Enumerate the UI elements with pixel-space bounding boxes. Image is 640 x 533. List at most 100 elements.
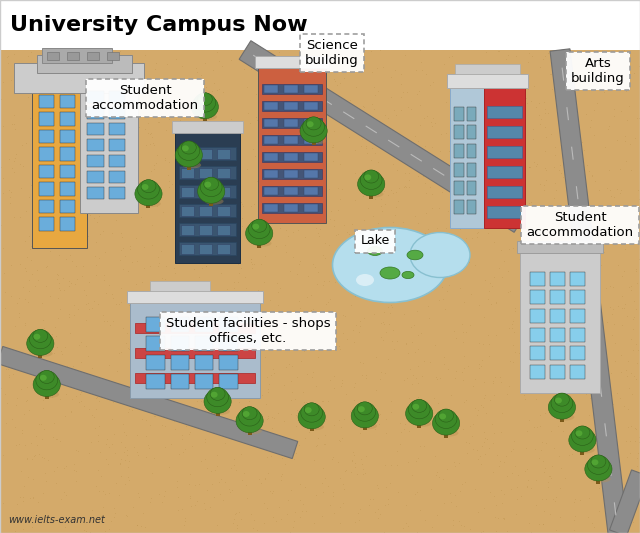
Point <box>539 235 549 243</box>
Point <box>26 455 36 463</box>
Point <box>142 338 152 347</box>
Point <box>499 257 509 265</box>
Bar <box>454 163 464 176</box>
Point <box>270 87 280 95</box>
Point <box>220 322 230 330</box>
Point <box>276 208 286 216</box>
Point <box>321 415 332 424</box>
Point <box>228 461 239 469</box>
Point <box>586 335 596 343</box>
Point <box>309 409 319 418</box>
Point <box>399 310 409 318</box>
Point <box>467 128 477 137</box>
Point <box>583 513 593 521</box>
Point <box>373 483 383 492</box>
Point <box>289 455 300 464</box>
Point <box>461 396 471 405</box>
Point <box>474 191 484 199</box>
Point <box>227 486 237 495</box>
Point <box>483 213 493 222</box>
Point <box>595 314 605 322</box>
Point <box>71 446 81 455</box>
Point <box>180 514 190 522</box>
Point <box>131 289 141 298</box>
Point <box>495 104 505 112</box>
Point <box>556 213 566 221</box>
Point <box>152 201 163 210</box>
Point <box>77 386 87 395</box>
Point <box>568 526 579 533</box>
Point <box>68 301 79 310</box>
Point <box>464 258 474 266</box>
Bar <box>312 137 316 146</box>
Point <box>38 203 48 212</box>
Point <box>269 414 279 423</box>
Point <box>488 439 498 448</box>
Point <box>116 348 126 357</box>
Point <box>18 492 28 501</box>
Point <box>60 343 70 351</box>
Point <box>538 245 548 253</box>
Point <box>201 408 211 416</box>
Bar <box>39 148 54 160</box>
Point <box>358 216 369 225</box>
Point <box>61 255 71 263</box>
Point <box>479 393 489 402</box>
Point <box>556 312 566 320</box>
Point <box>104 489 115 497</box>
Point <box>634 433 640 441</box>
Bar <box>39 130 54 143</box>
Point <box>196 71 206 79</box>
Point <box>35 138 45 146</box>
Point <box>406 322 416 331</box>
Point <box>474 364 484 373</box>
Point <box>190 192 200 201</box>
Point <box>257 260 267 268</box>
Bar <box>258 68 326 223</box>
Point <box>479 428 490 437</box>
Ellipse shape <box>138 180 159 199</box>
Point <box>472 410 482 419</box>
Point <box>18 525 28 533</box>
Point <box>285 395 296 404</box>
Point <box>471 116 481 125</box>
Point <box>415 442 425 450</box>
Point <box>375 510 385 518</box>
Point <box>493 212 504 221</box>
Point <box>203 191 213 199</box>
Point <box>509 106 519 115</box>
Point <box>311 325 321 333</box>
Point <box>28 101 38 109</box>
Point <box>83 149 93 157</box>
Point <box>586 115 596 124</box>
Bar <box>570 290 585 304</box>
Point <box>230 315 240 324</box>
Point <box>336 382 346 391</box>
Point <box>229 455 239 463</box>
Point <box>152 385 163 394</box>
Point <box>480 110 490 118</box>
Point <box>376 195 386 203</box>
Point <box>380 110 390 119</box>
Point <box>515 197 525 206</box>
Point <box>193 108 204 117</box>
Bar <box>39 95 54 108</box>
Point <box>22 253 32 261</box>
Point <box>216 62 227 70</box>
Point <box>180 244 191 253</box>
Point <box>30 450 40 459</box>
Point <box>563 63 573 71</box>
Point <box>161 60 172 68</box>
Point <box>216 257 227 265</box>
Point <box>606 369 616 377</box>
Point <box>237 222 247 230</box>
Point <box>10 527 20 533</box>
Point <box>401 340 411 349</box>
Point <box>0 163 6 171</box>
Bar <box>262 118 322 128</box>
Point <box>634 185 640 194</box>
Point <box>198 325 209 334</box>
Point <box>24 232 34 240</box>
Ellipse shape <box>358 172 385 196</box>
Point <box>329 384 339 392</box>
